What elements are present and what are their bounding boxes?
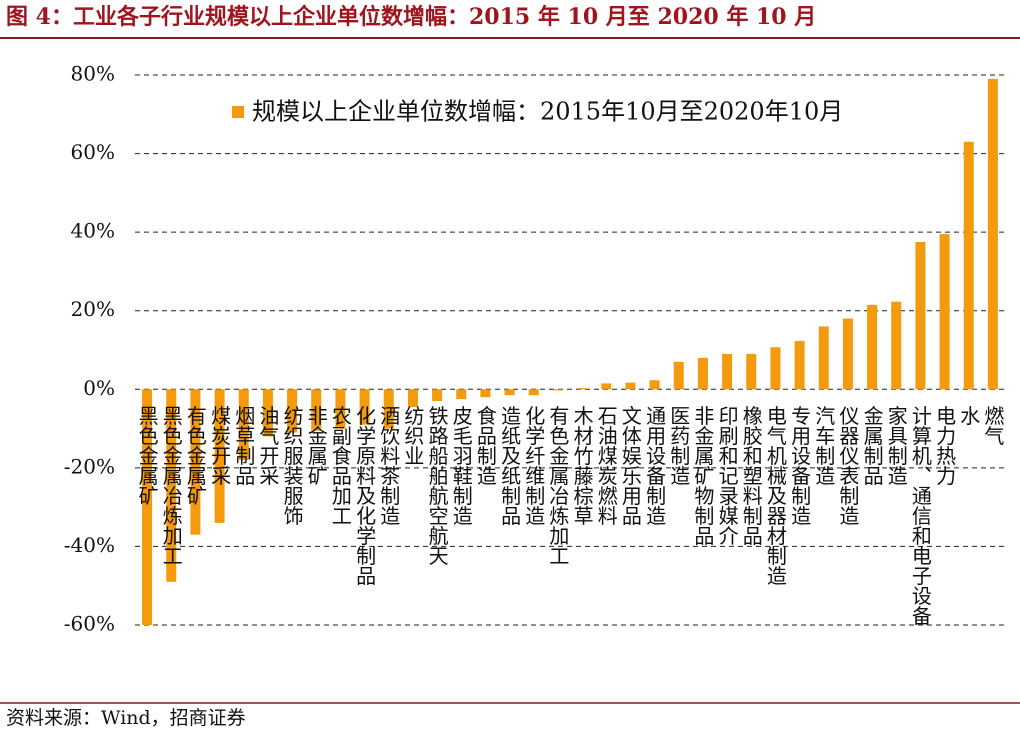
y-tick-label: 80% xyxy=(71,62,115,86)
x-tick-label: 汽车制造 xyxy=(812,405,836,485)
x-tick-label: 有色金属矿 xyxy=(183,405,207,505)
bar xyxy=(770,347,781,390)
x-tick-label: 专用设备制造 xyxy=(788,405,812,525)
x-tick-label: 电气机械及器材制造 xyxy=(763,405,787,585)
x-tick-label: 家具制造 xyxy=(884,405,908,485)
bar xyxy=(697,357,708,390)
x-tick-label: 造纸及纸制品 xyxy=(498,405,522,525)
x-tick-label: 煤炭开采 xyxy=(208,405,232,485)
bar xyxy=(625,382,636,390)
x-tick-label: 非金属矿物制品 xyxy=(691,405,715,545)
bar xyxy=(939,234,950,390)
x-tick-label: 燃气 xyxy=(981,405,1005,445)
source: 资料来源：Wind，招商证券 xyxy=(6,707,246,729)
x-tick-label: 纺织服装服饰 xyxy=(280,405,304,525)
x-tick-label: 纺织业 xyxy=(401,405,425,465)
bar xyxy=(818,326,829,390)
bar xyxy=(867,304,878,390)
x-tick-label: 通用设备制造 xyxy=(643,405,667,525)
x-tick-label: 电力热力 xyxy=(933,405,957,485)
legend-label: 规模以上企业单位数增幅：2015年10月至2020年10月 xyxy=(252,98,843,126)
bar xyxy=(287,389,298,433)
x-tick-label: 农副食品加工 xyxy=(328,405,352,525)
y-tick-label: -60% xyxy=(64,612,115,636)
bar xyxy=(987,78,998,390)
bar xyxy=(794,340,805,390)
x-tick-label: 文体娱乐用品 xyxy=(618,405,642,525)
bar xyxy=(238,389,249,460)
bar xyxy=(963,141,974,390)
bar xyxy=(842,318,853,390)
bar xyxy=(577,388,588,390)
y-tick-label: 60% xyxy=(71,140,115,164)
x-tick-label: 仪器仪表制造 xyxy=(836,405,860,525)
x-tick-label: 黑色金属冶炼加工 xyxy=(159,405,183,565)
bar xyxy=(383,389,394,429)
x-tick-label: 皮毛羽鞋制造 xyxy=(449,405,473,525)
x-tick-label: 酒饮料茶制造 xyxy=(377,405,401,525)
x-tick-label: 油气开采 xyxy=(256,405,280,485)
bar xyxy=(504,389,515,396)
y-tick-label: 40% xyxy=(71,219,115,243)
x-tick-label: 水 xyxy=(957,405,981,425)
bar xyxy=(746,353,757,390)
bar xyxy=(407,389,418,407)
x-tick-label: 铁路船舶航空航天 xyxy=(425,405,449,565)
bar xyxy=(214,389,225,523)
x-tick-label: 有色金属冶炼加工 xyxy=(546,405,570,565)
legend-swatch xyxy=(232,106,244,118)
bar xyxy=(142,389,153,625)
x-tick-label: 黑色金属矿 xyxy=(135,405,159,505)
bar xyxy=(432,389,443,402)
bar xyxy=(311,389,322,431)
x-tick-label: 食品制造 xyxy=(473,405,497,485)
x-tick-label: 印刷和记录媒介 xyxy=(715,405,739,545)
bar xyxy=(722,353,733,390)
x-tick-label: 石油煤炭燃料 xyxy=(594,405,618,525)
bar xyxy=(166,389,177,582)
bar xyxy=(335,389,346,429)
bar xyxy=(673,361,684,390)
bar xyxy=(601,383,612,390)
x-tick-label: 橡胶和塑料制品 xyxy=(739,405,763,545)
bar xyxy=(552,389,563,391)
x-tick-label: 医药制造 xyxy=(667,405,691,485)
bar xyxy=(891,301,902,390)
x-tick-label: 非金属矿 xyxy=(304,405,328,485)
x-tick-label: 化学纤维制造 xyxy=(522,405,546,525)
y-tick-label: 0% xyxy=(83,376,115,400)
x-tick-label: 化学原料及化学制品 xyxy=(353,405,377,585)
bar xyxy=(456,389,467,400)
bar xyxy=(262,389,273,437)
bar xyxy=(649,380,660,390)
bar xyxy=(915,241,926,390)
bar xyxy=(480,389,491,398)
bar xyxy=(359,389,370,425)
x-tick-label: 金属制品 xyxy=(860,405,884,485)
x-tick-label: 计算机、通信和电子设备 xyxy=(908,405,932,625)
y-tick-label: -40% xyxy=(64,533,115,557)
bar xyxy=(528,389,539,396)
y-tick-label: -20% xyxy=(64,454,115,478)
x-tick-label: 木材竹藤棕草 xyxy=(570,405,594,525)
y-tick-label: 20% xyxy=(71,297,115,321)
bar xyxy=(190,389,201,535)
x-tick-label: 烟草制品 xyxy=(232,405,256,485)
chart-title: 图 4：工业各子行业规模以上企业单位数增幅：2015 年 10 月至 2020 … xyxy=(6,4,816,30)
